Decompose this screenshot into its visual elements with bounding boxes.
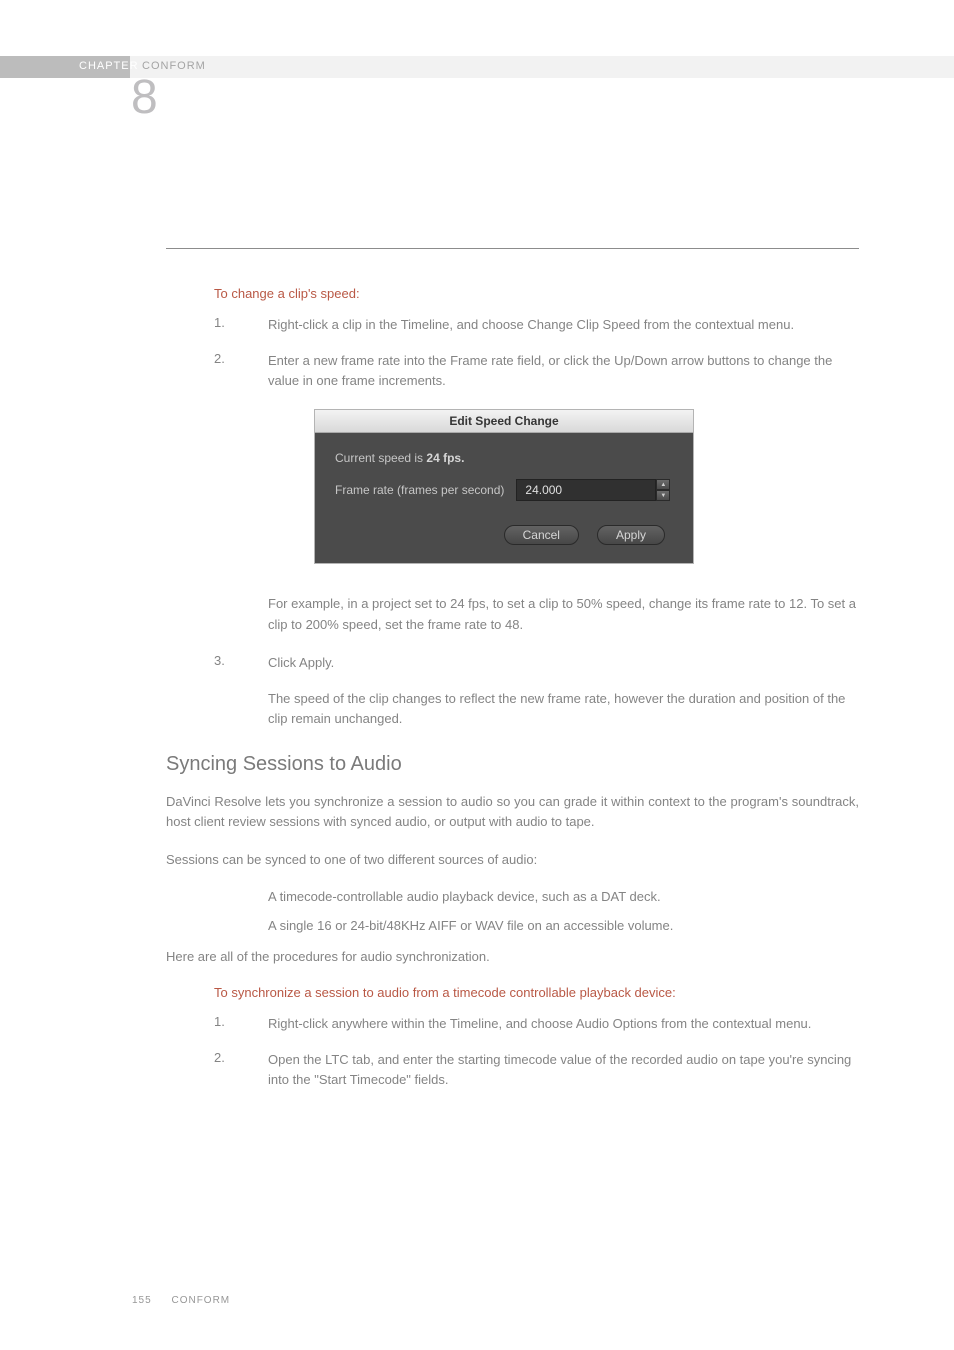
apply-button[interactable]: Apply [597,525,665,545]
spinner-up-icon[interactable]: ▲ [656,479,670,490]
frame-rate-row: Frame rate (frames per second) 24.000 ▲ … [335,479,673,501]
page-footer: 155 CONFORM [132,1295,230,1306]
syncing-p3: Here are all of the procedures for audio… [166,947,859,967]
spinner-down-icon[interactable]: ▼ [656,490,670,501]
step-text: Click Apply. [268,653,334,673]
current-speed-text: Current speed is 24 fps. [335,451,673,465]
step-row: 2. Open the LTC tab, and enter the start… [214,1050,859,1090]
clip-speed-heading: To change a clip's speed: [214,286,859,301]
dialog-title: Edit Speed Change [315,410,693,433]
syncing-heading: Syncing Sessions to Audio [166,753,859,776]
step3-note: The speed of the clip changes to reflect… [268,689,859,729]
dialog-screenshot: Edit Speed Change Current speed is 24 fp… [314,409,859,564]
step-text: Open the LTC tab, and enter the starting… [268,1050,859,1090]
bullet-1: A timecode-controllable audio playback d… [268,889,859,904]
step-row: 1. Right-click anywhere within the Timel… [214,1014,859,1034]
chapter-label: CHAPTER [79,60,139,72]
sync-ltc-heading: To synchronize a session to audio from a… [214,985,859,1000]
current-speed-value: 24 fps. [426,451,464,465]
step-number: 1. [214,315,268,335]
step-number: 1. [214,1014,268,1034]
step2-note: For example, in a project set to 24 fps,… [268,594,859,634]
current-speed-prefix: Current speed is [335,451,426,465]
step-text: Right-click a clip in the Timeline, and … [268,315,794,335]
step-number: 2. [214,351,268,391]
frame-rate-input-wrap: 24.000 ▲ ▼ [516,479,670,501]
dialog-buttons: Cancel Apply [335,525,673,545]
step-row: 3. Click Apply. [214,653,859,673]
step-text: Right-click anywhere within the Timeline… [268,1014,811,1034]
step-text: Enter a new frame rate into the Frame ra… [268,351,859,391]
step-row: 1. Right-click a clip in the Timeline, a… [214,315,859,335]
step-number: 3. [214,653,268,673]
step-number: 2. [214,1050,268,1090]
chapter-number: 8 [131,70,158,125]
frame-rate-input[interactable]: 24.000 [516,479,656,501]
page-number: 155 [132,1295,152,1306]
footer-title: CONFORM [171,1295,230,1306]
dialog-body: Current speed is 24 fps. Frame rate (fra… [315,433,693,563]
syncing-p2: Sessions can be synced to one of two dif… [166,850,859,870]
title-rule [166,248,859,249]
bullet-2: A single 16 or 24-bit/48KHz AIFF or WAV … [268,918,859,933]
cancel-button[interactable]: Cancel [504,525,579,545]
syncing-p1: DaVinci Resolve lets you synchronize a s… [166,792,859,832]
edit-speed-dialog: Edit Speed Change Current speed is 24 fp… [314,409,694,564]
frame-rate-label: Frame rate (frames per second) [335,483,504,497]
step-row: 2. Enter a new frame rate into the Frame… [214,351,859,391]
frame-rate-spinner: ▲ ▼ [656,479,670,501]
main-content: To change a clip's speed: 1. Right-click… [166,286,859,1106]
